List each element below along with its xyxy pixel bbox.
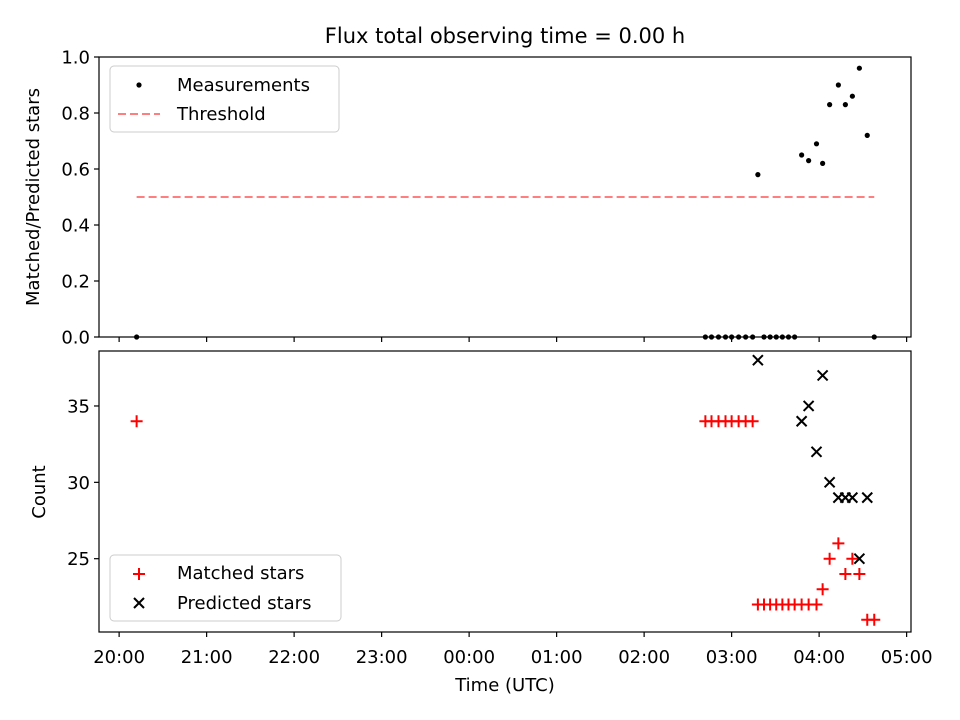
x-axis-label: Time (UTC) (454, 675, 555, 696)
measurement-point (827, 102, 833, 108)
x-tick-label: 00:00 (443, 647, 495, 668)
matched-star-point (846, 552, 859, 565)
bottom-y-ticks: 25 30 35 (67, 396, 99, 570)
measurement-point (820, 160, 826, 166)
x-tick-label: 05:00 (881, 647, 933, 668)
measurements-legend-label: Measurements (177, 75, 310, 96)
bottom-y-axis-label: Count (29, 465, 50, 518)
chart-title: Flux total observing time = 0.00 h (325, 24, 685, 48)
bottom-legend-box (109, 554, 342, 622)
measurement-point (755, 172, 761, 178)
top-y-ticks: 0.0 0.2 0.4 0.6 0.8 1.0 (61, 48, 99, 349)
measurement-point (864, 132, 870, 138)
top-legend-box (109, 65, 340, 133)
y-tick-label: 0.2 (61, 272, 90, 293)
matched-star-point (130, 415, 143, 428)
matched-star-point (816, 583, 829, 596)
x-tick-label: 02:00 (618, 647, 670, 668)
measurements-legend-marker (136, 82, 142, 88)
predicted-star-point (846, 491, 859, 504)
matched-star-point (832, 537, 845, 550)
top-panel: 0.0 0.2 0.4 0.6 0.8 1.0 Matched/Predicted sta… (23, 48, 912, 349)
measurement-point (849, 93, 855, 99)
bottom-legend: Matched stars Predicted stars (109, 554, 342, 622)
top-y-axis-label: Matched/Predicted stars (23, 88, 44, 306)
top-plot-area (134, 65, 877, 340)
matched-star-point (810, 598, 823, 611)
matched-star-point (868, 613, 881, 626)
predicted-star-point (795, 415, 808, 427)
matched-star-point (853, 567, 866, 580)
x-tick-label: 20:00 (93, 647, 145, 668)
x-tick-label: 04:00 (793, 647, 845, 668)
bottom-panel: 25 30 35 20:00 21:00 22:00 23:00 00:00 01:00 02:… (29, 350, 933, 696)
y-tick-label: 25 (67, 549, 90, 570)
top-axes-frame (98, 56, 912, 338)
y-tick-label: 0.8 (61, 104, 90, 125)
x-tick-label: 01:00 (531, 647, 583, 668)
measurement-point (806, 158, 812, 164)
bottom-x-ticks: 20:00 21:00 22:00 23:00 00:00 01:00 02:00 03:00… (93, 632, 933, 668)
predicted-star-point (810, 446, 823, 458)
predicted-star-point (802, 400, 815, 412)
matched-star-point (839, 567, 852, 580)
measurement-point (799, 152, 805, 158)
bottom-axes-frame (98, 350, 912, 633)
x-tick-label: 23:00 (356, 647, 408, 668)
predicted-star-point (861, 491, 873, 504)
predicted-stars-legend-marker (133, 597, 145, 609)
y-tick-label: 0.6 (61, 160, 90, 181)
predicted-star-point (816, 369, 829, 382)
y-tick-label: 0.4 (61, 216, 90, 237)
measurement-point (842, 102, 848, 108)
predicted-star-point (823, 476, 836, 489)
top-legend: Measurements Threshold (109, 65, 340, 133)
measurement-point (835, 82, 841, 88)
x-tick-label: 22:00 (268, 647, 320, 668)
predicted-stars-legend-label: Predicted stars (177, 593, 311, 614)
y-tick-label: 0.0 (61, 328, 90, 349)
y-tick-label: 1.0 (61, 48, 90, 69)
threshold-legend-label: Threshold (176, 104, 266, 125)
x-tick-label: 03:00 (706, 647, 758, 668)
predicted-star-point (853, 552, 866, 565)
matched-stars-legend-marker (133, 568, 145, 580)
measurement-point (856, 65, 862, 71)
top-x-ticks (118, 337, 908, 342)
measurement-point (813, 141, 820, 147)
y-tick-label: 30 (67, 473, 90, 494)
matched-star-point (746, 415, 759, 428)
predicted-star-point (752, 354, 764, 366)
x-tick-label: 21:00 (181, 647, 233, 668)
bottom-plot-area (130, 354, 881, 626)
y-tick-label: 35 (67, 396, 90, 417)
matched-stars-legend-label: Matched stars (177, 563, 304, 584)
matched-star-point (823, 552, 836, 565)
